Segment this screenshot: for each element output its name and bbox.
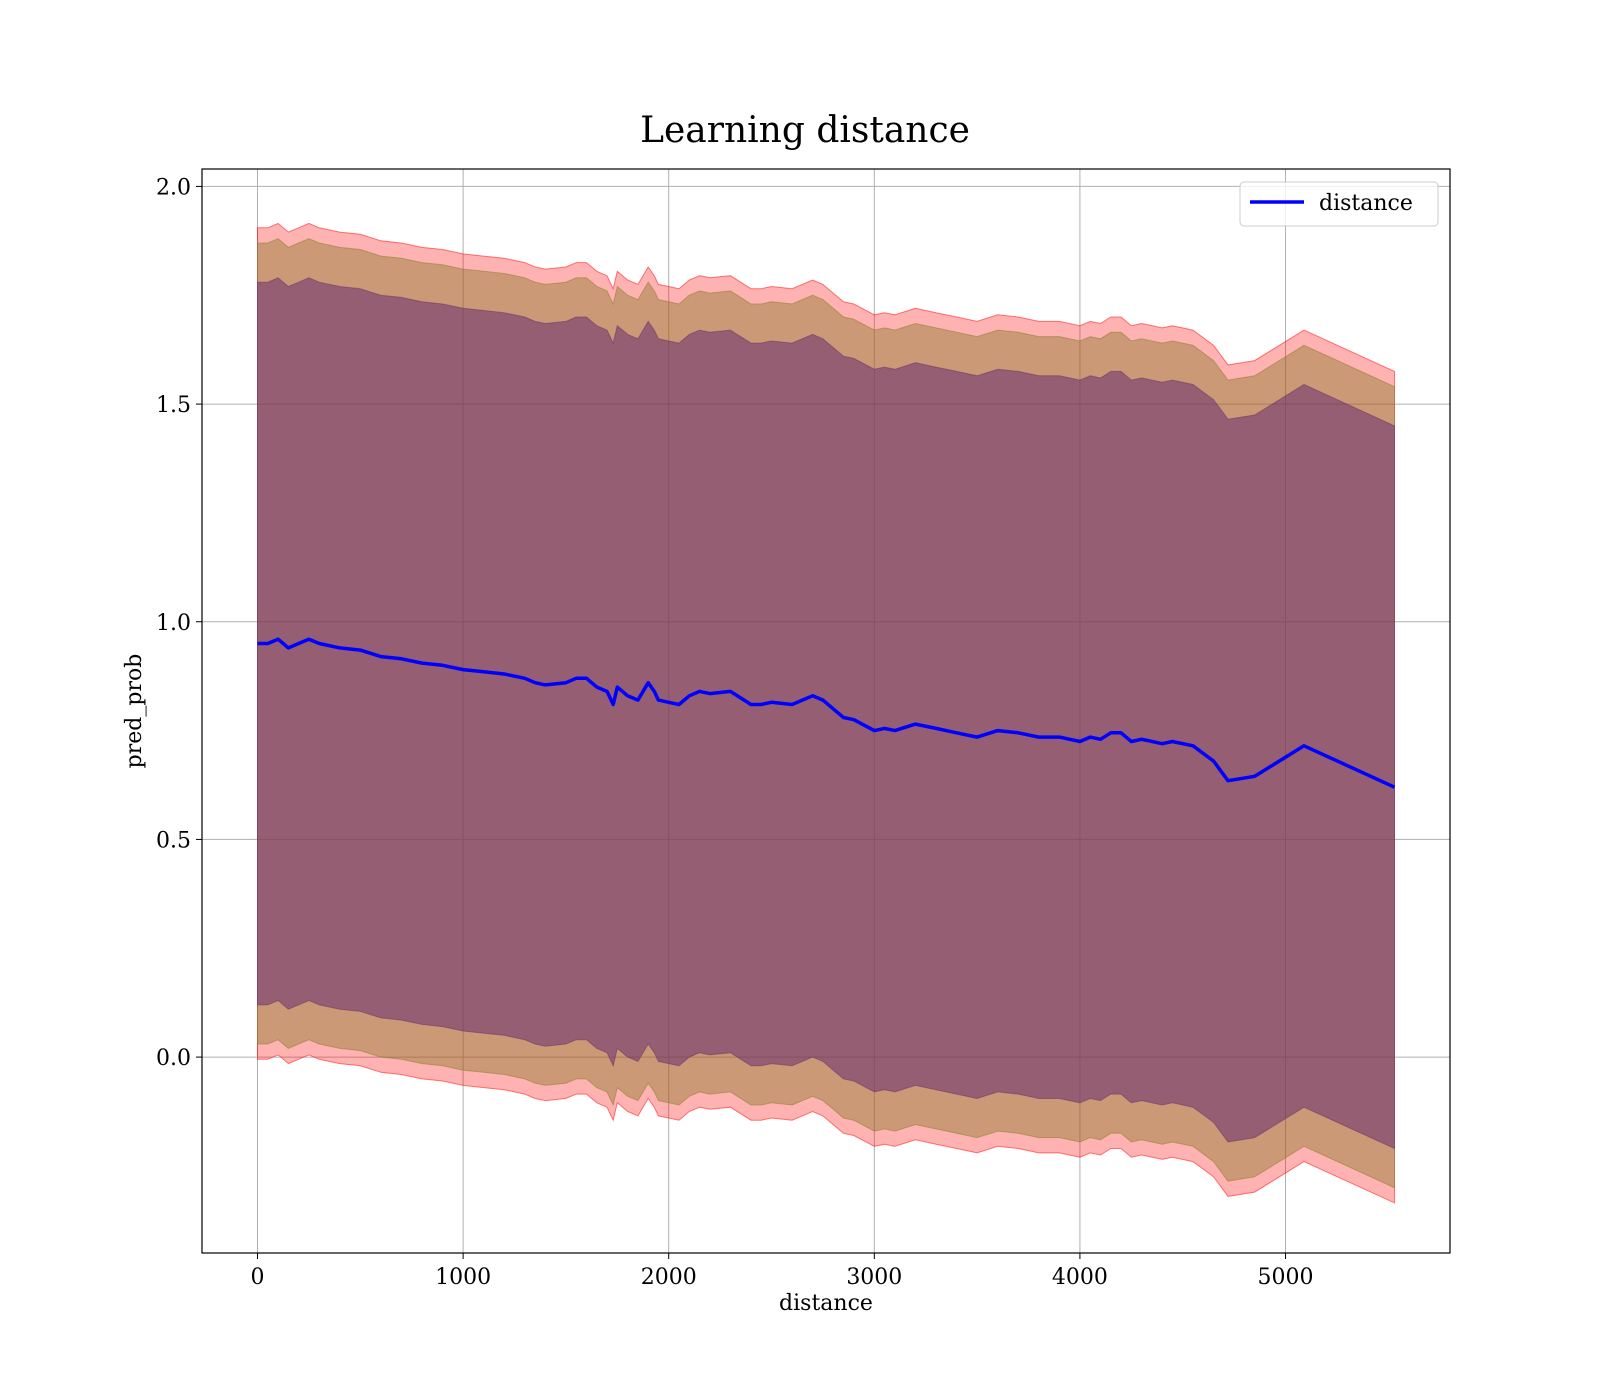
series-line-distance [257,637,1396,789]
y-tick-label: 0.5 [156,828,191,853]
x-tick-label: 5000 [1258,1265,1314,1290]
series-lines [257,637,1396,789]
y-tick-label: 1.0 [156,611,191,636]
legend: distance [1239,181,1439,227]
x-tick-label: 3000 [846,1265,902,1290]
band-inner [257,277,1395,1150]
x-tick-label: 0 [251,1265,265,1290]
y-tick-label: 2.0 [156,175,191,200]
y-axis-label: pred_prob [122,654,147,769]
y-tick-label: 0.0 [156,1046,191,1071]
x-tick-label: 2000 [641,1265,697,1290]
x-tick-label: 4000 [1052,1265,1108,1290]
plot-frame [201,168,1451,1254]
x-axis-label: distance [779,1291,873,1316]
legend-box [1239,181,1439,227]
legend-entry-distance: distance [1319,191,1413,216]
confidence-bands [257,222,1395,1204]
x-tick-label: 1000 [435,1265,491,1290]
y-tick-label: 1.5 [156,393,191,418]
chart-title: Learning distance [640,110,970,151]
x-axis: 0 1000 2000 3000 4000 5000 [251,1253,1314,1290]
y-axis: 0.0 0.5 1.0 1.5 2.0 [156,175,202,1071]
